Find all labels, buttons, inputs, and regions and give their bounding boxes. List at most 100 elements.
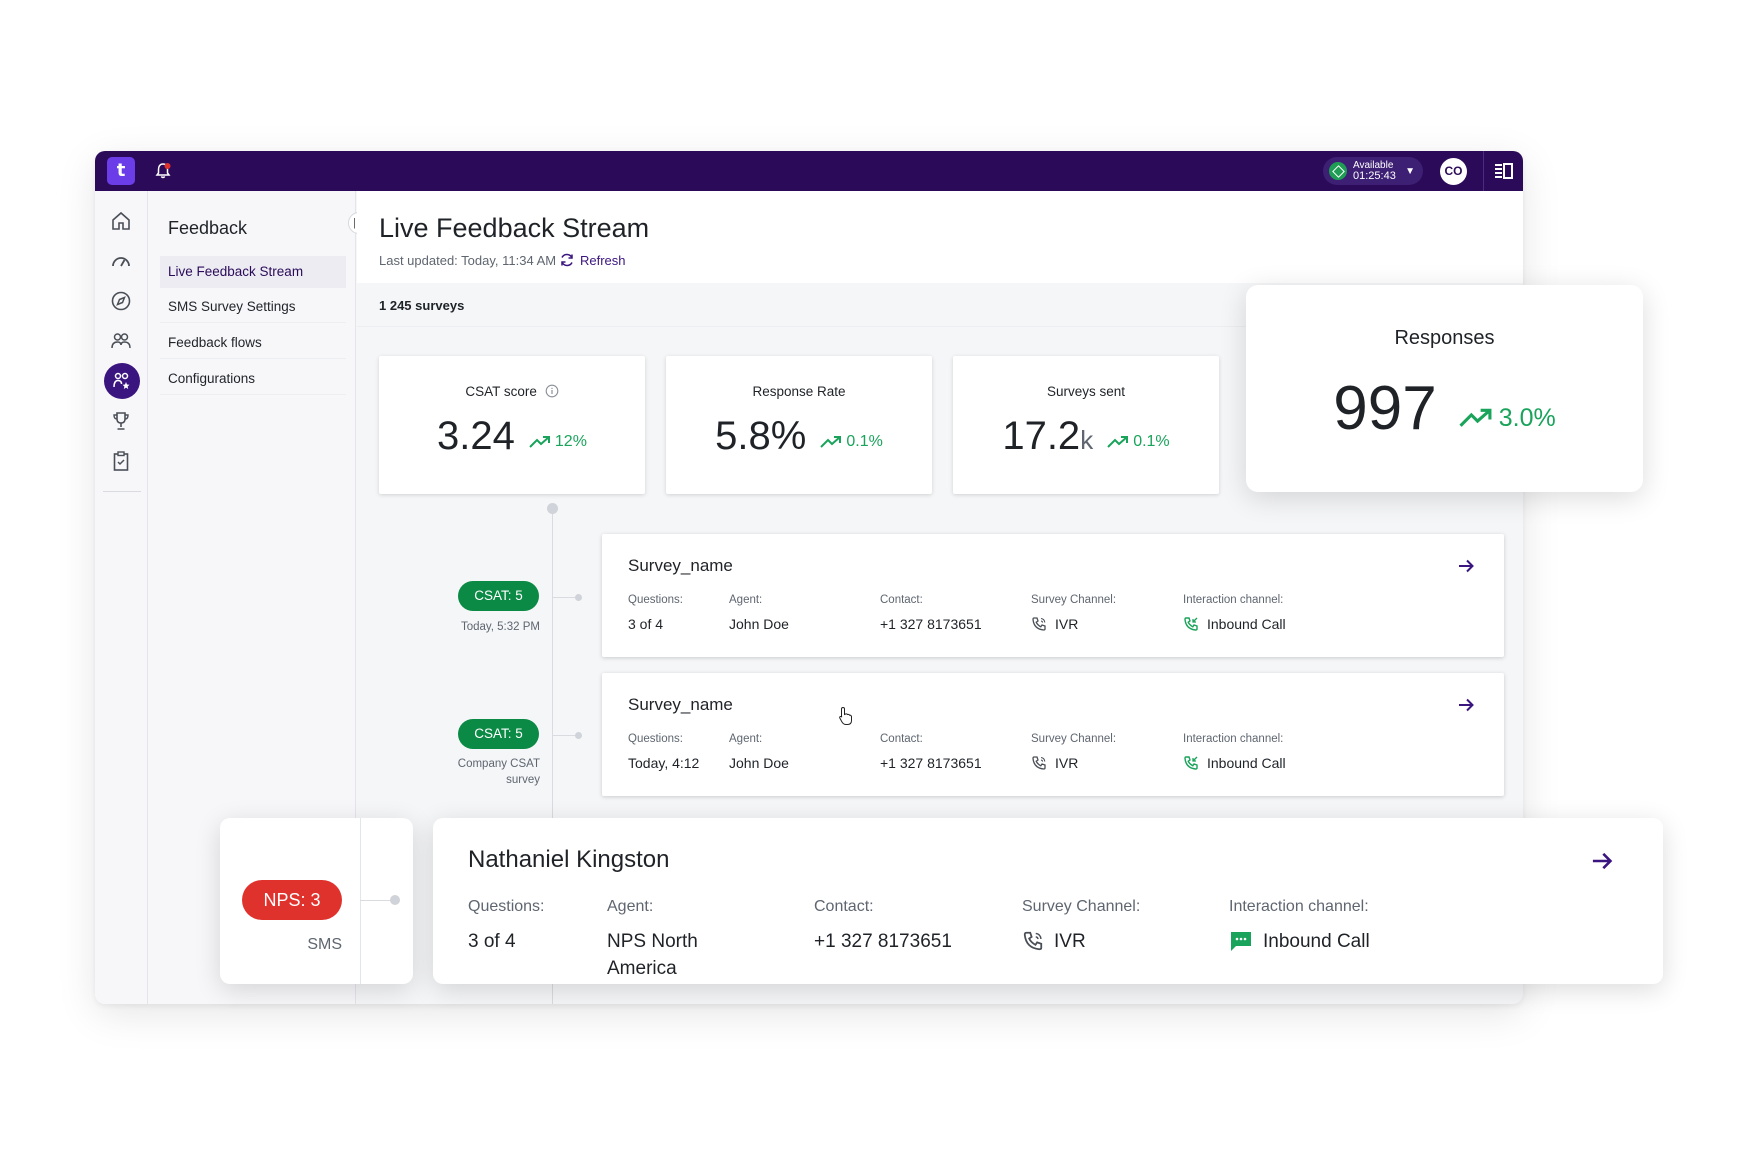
stat-card-response-rate: Response Rate 5.8% 0.1%: [666, 356, 932, 494]
logo-text: t: [116, 160, 126, 181]
page-header: Live Feedback Stream Last updated: Today…: [357, 191, 1523, 283]
nps-badge: NPS: 3: [242, 880, 342, 920]
highlighted-survey-card[interactable]: Nathaniel Kingston Questions: 3 of 4 Agen…: [433, 818, 1663, 984]
icon-rail: [95, 191, 148, 1004]
stat-trend-value: 12%: [554, 433, 587, 450]
phone-ivr-icon: [1032, 756, 1046, 770]
field-label: Survey Channel:: [1031, 733, 1117, 745]
badge-caption: Today, 5:32 PM: [460, 621, 540, 633]
contact-value: +1 327 8173651: [880, 755, 982, 771]
stat-value: 5.8%: [715, 414, 807, 458]
stat-trend-value: 0.1%: [846, 433, 883, 450]
timeline-connector-dot: [575, 732, 582, 739]
nav-item-live-feedback-stream[interactable]: Live Feedback Stream: [160, 256, 346, 288]
field-label: Questions:: [628, 594, 683, 606]
survey-name: Nathaniel Kingston: [468, 846, 670, 873]
stat-label: Response Rate: [752, 384, 846, 399]
interaction-channel-value: Inbound Call: [1207, 616, 1286, 632]
last-updated-text: Last updated: Today, 11:34 AM: [379, 253, 557, 268]
dashboard-gauge-icon[interactable]: [109, 249, 133, 273]
field-label: Contact:: [814, 898, 874, 915]
responses-card: Responses 997 3.0%: [1246, 285, 1643, 492]
nps-timeline-card: NPS: 3 SMS: [220, 818, 413, 984]
info-icon[interactable]: [545, 384, 559, 398]
csat-badge: CSAT: 5: [458, 719, 539, 749]
trophy-icon[interactable]: [109, 409, 133, 433]
stat-label: Surveys sent: [1046, 384, 1126, 399]
stat-trend: 12%: [529, 433, 587, 451]
trend-up-icon: [1459, 408, 1492, 427]
contact-value: +1 327 8173651: [880, 616, 982, 632]
side-panel-toggle[interactable]: [1483, 151, 1523, 191]
user-avatar[interactable]: CO: [1440, 158, 1467, 185]
agent-value: John Doe: [729, 755, 789, 771]
badge-caption: Company CSAT survey: [457, 758, 540, 786]
field-label: Survey Channel:: [1031, 594, 1117, 606]
questions-value: 3 of 4: [468, 931, 516, 952]
feedback-icon: [113, 372, 130, 389]
clipboard-icon[interactable]: [109, 449, 133, 473]
page-title: Live Feedback Stream: [379, 213, 650, 243]
responses-trend: 3.0%: [1459, 404, 1556, 433]
main-content: Live Feedback Stream Last updated: Today…: [357, 191, 1523, 1004]
stat-value: 3.24: [437, 414, 515, 458]
chat-message-icon: [1231, 932, 1251, 951]
arrow-right-icon[interactable]: [1589, 848, 1615, 874]
nav-title: Feedback: [168, 218, 248, 238]
field-label: Agent:: [729, 733, 763, 745]
inbound-call-icon: [1184, 756, 1198, 770]
stat-unit: k: [1080, 425, 1094, 455]
users-icon[interactable]: [109, 329, 133, 353]
field-label: Interaction channel:: [1183, 733, 1284, 745]
status-label: Available: [1353, 160, 1394, 171]
contact-value: +1 327 8173651: [814, 931, 952, 952]
feedback-nav-button[interactable]: [104, 363, 140, 399]
timeline-connector: [360, 900, 400, 901]
hand-cursor-icon: [839, 706, 852, 725]
nav-item-configurations[interactable]: Configurations: [160, 363, 346, 395]
surveys-count: 1 245 surveys: [379, 298, 465, 313]
timeline-connector: [552, 597, 580, 598]
status-available-icon: [1329, 162, 1347, 180]
avatar-initials: CO: [1444, 164, 1463, 178]
timeline-connector-dot: [575, 594, 582, 601]
chevron-down-icon: ▼: [1405, 166, 1415, 177]
refresh-icon: [561, 253, 573, 267]
field-label: Contact:: [880, 594, 923, 606]
arrow-right-icon[interactable]: [1456, 556, 1476, 576]
compass-icon[interactable]: [109, 289, 133, 313]
stat-card-csat: CSAT score 3.24 12%: [379, 356, 645, 494]
agent-value: John Doe: [729, 616, 789, 632]
phone-ivr-icon: [1032, 617, 1046, 631]
availability-status[interactable]: Available 01:25:43 ▼: [1323, 157, 1423, 185]
panel-layout-icon: [1495, 163, 1513, 179]
stat-label: CSAT score: [465, 384, 537, 399]
rail-divider: [103, 491, 141, 492]
stat-trend: 0.1%: [1107, 433, 1170, 451]
survey-channel-value: IVR: [1055, 616, 1079, 632]
inbound-call-icon: [1184, 617, 1198, 631]
timeline-line: [552, 509, 553, 1004]
refresh-label: Refresh: [580, 252, 626, 268]
interaction-channel-value: Inbound Call: [1263, 931, 1370, 952]
phone-ivr-icon: [1023, 931, 1043, 951]
refresh-button[interactable]: Refresh: [559, 252, 626, 268]
home-icon[interactable]: [109, 209, 133, 233]
field-label: Questions:: [628, 733, 683, 745]
interaction-channel-value: Inbound Call: [1207, 755, 1286, 771]
stat-value: 17.2: [1002, 414, 1081, 458]
nav-item-feedback-flows[interactable]: Feedback flows: [160, 327, 346, 359]
app-logo[interactable]: t: [107, 157, 135, 185]
questions-value: 3 of 4: [628, 616, 664, 632]
nav-item-sms-survey-settings[interactable]: SMS Survey Settings: [160, 291, 346, 323]
trend-up-icon: [529, 436, 550, 448]
survey-card[interactable]: Survey_name Questions: 3 of 4 Agent: John …: [602, 534, 1504, 657]
stat-trend-value: 0.1%: [1133, 433, 1170, 450]
top-bar: t Available 01:25:43 ▼ CO: [95, 151, 1523, 191]
timeline-connector: [552, 735, 580, 736]
stat-trend: 0.1%: [820, 433, 883, 451]
survey-card[interactable]: Survey_name Questions: Today, 4:12 Agent:…: [602, 673, 1504, 796]
trend-up-icon: [820, 436, 842, 448]
notification-bell-icon[interactable]: [153, 161, 173, 181]
arrow-right-icon[interactable]: [1456, 695, 1476, 715]
